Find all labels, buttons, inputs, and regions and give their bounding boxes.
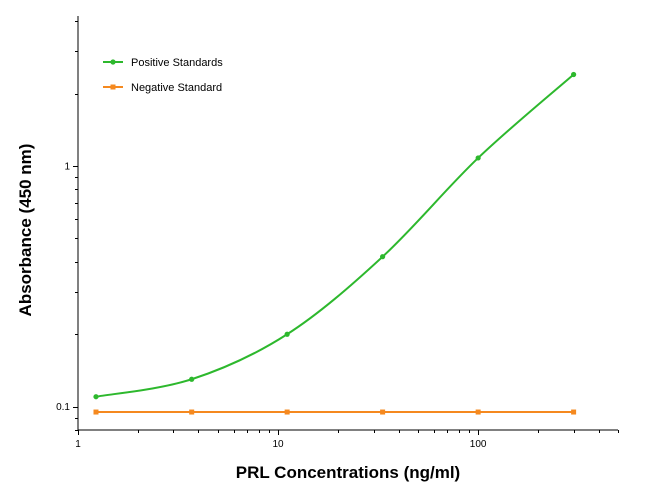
data-point-negative xyxy=(93,409,99,415)
y-tick-label: 1 xyxy=(64,162,70,173)
x-axis-ticks: 1 10 100 xyxy=(75,430,619,450)
legend-item-negative: Negative Standard xyxy=(103,82,222,94)
data-point-positive xyxy=(571,71,577,78)
data-point-negative xyxy=(571,409,577,415)
x-axis-title: PRL Concentrations (ng/ml) xyxy=(236,463,460,482)
legend-label-negative: Negative Standard xyxy=(131,82,222,94)
data-point-negative xyxy=(189,409,195,415)
legend-marker-positive xyxy=(110,59,116,65)
data-point-negative xyxy=(284,409,290,415)
legend: Positive Standards Negative Standard xyxy=(103,57,223,94)
x-tick-label: 100 xyxy=(470,439,487,450)
legend-item-positive: Positive Standards xyxy=(103,57,223,69)
series-line-positive xyxy=(95,73,575,398)
legend-marker-negative xyxy=(110,84,116,90)
y-axis-ticks: 0.11 xyxy=(56,21,78,431)
data-point-negative xyxy=(475,409,481,415)
x-tick-label: 1 xyxy=(75,439,81,450)
x-tick-label: 10 xyxy=(273,439,285,450)
data-point-positive xyxy=(93,394,99,400)
series-layer xyxy=(93,71,577,415)
data-point-positive xyxy=(189,376,195,382)
data-point-positive xyxy=(284,331,290,337)
plot-area: 1 10 100 0.11 xyxy=(56,16,619,450)
data-point-positive xyxy=(475,155,481,161)
y-tick-label: 0.1 xyxy=(56,402,70,413)
y-axis-title: Absorbance (450 nm) xyxy=(16,144,35,317)
legend-label-positive: Positive Standards xyxy=(131,57,223,69)
data-point-negative xyxy=(380,409,386,415)
data-point-positive xyxy=(380,254,386,260)
